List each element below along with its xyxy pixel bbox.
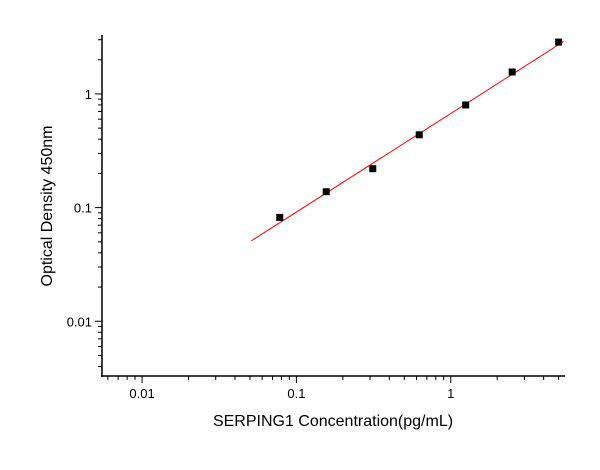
x-tick-label: 0.1 (287, 386, 305, 401)
data-point (462, 101, 470, 109)
axes: 0.01 0.1 1 0.01 0.1 1 (67, 35, 565, 401)
data-point (415, 131, 423, 139)
x-axis-label: SERPING1 Concentration(pg/mL) (213, 413, 453, 430)
data-point (555, 38, 563, 46)
y-tick-label: 0.01 (67, 314, 92, 329)
marks (251, 38, 565, 242)
x-tick-label: 1 (447, 386, 454, 401)
y-axis-label: Optical Density 450nm (39, 126, 56, 287)
data-point (322, 188, 330, 196)
y-tick-label: 0.1 (74, 201, 92, 216)
data-point (276, 213, 284, 221)
data-point (508, 68, 516, 76)
x-tick-label: 0.01 (129, 386, 154, 401)
fit-line (251, 40, 565, 242)
y-tick-label: 1 (85, 87, 92, 102)
data-point (369, 165, 377, 173)
